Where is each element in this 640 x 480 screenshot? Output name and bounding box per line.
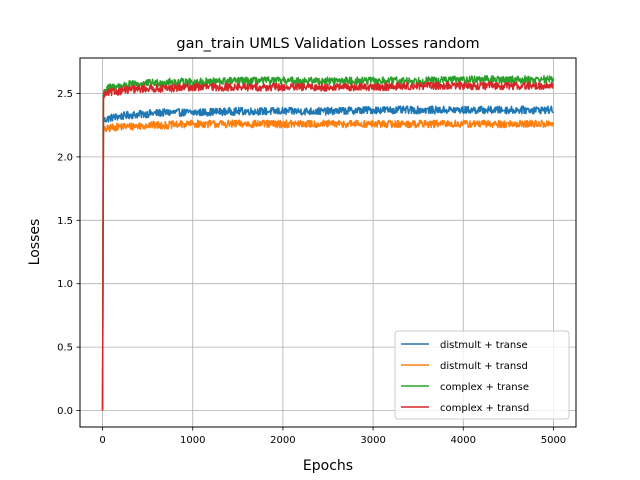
series-line xyxy=(101,105,555,411)
series-line xyxy=(101,81,554,411)
y-tick-label: 2.5 xyxy=(57,89,73,100)
x-tick-label: 2000 xyxy=(270,435,295,446)
legend: distmult + transe distmult + transd comple… xyxy=(394,330,570,420)
x-tick-label: 5000 xyxy=(541,435,566,446)
legend-label: complex + transe xyxy=(440,382,529,393)
y-tick-label: 2.0 xyxy=(57,152,73,163)
series-lines xyxy=(101,75,555,411)
y-tick-label: 0.0 xyxy=(57,406,73,417)
grid-lines xyxy=(80,58,576,427)
y-axis-title: Losses xyxy=(27,219,43,266)
x-axis-title: Epochs xyxy=(303,458,353,474)
legend-label: distmult + transe xyxy=(440,340,528,351)
x-axis-ticks: 0 1000 2000 3000 4000 5000 xyxy=(99,427,566,446)
x-tick-label: 3000 xyxy=(360,435,385,446)
legend-label: distmult + transd xyxy=(440,361,528,372)
plot-frame xyxy=(79,57,577,428)
x-tick-label: 0 xyxy=(99,435,105,446)
x-tick-label: 1000 xyxy=(180,435,205,446)
chart-title: gan_train UMLS Validation Losses random xyxy=(176,36,479,52)
y-axis-ticks: 0.0 0.5 1.0 1.5 2.0 2.5 xyxy=(57,89,80,417)
legend-box xyxy=(394,330,570,420)
x-tick-label: 4000 xyxy=(451,435,476,446)
series-line xyxy=(101,119,555,411)
y-tick-label: 1.0 xyxy=(57,279,73,290)
y-tick-label: 0.5 xyxy=(57,343,73,354)
legend-label: complex + transd xyxy=(440,403,529,414)
series-line xyxy=(101,75,555,411)
y-tick-label: 1.5 xyxy=(57,216,73,227)
